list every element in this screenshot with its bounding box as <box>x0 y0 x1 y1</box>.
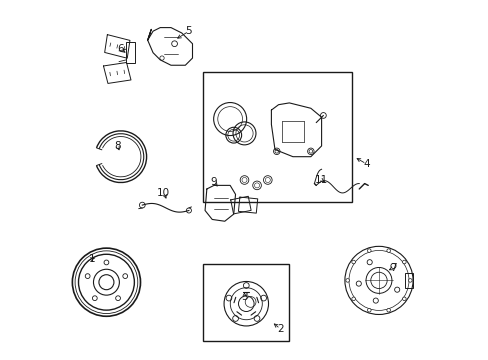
Bar <box>203 72 351 202</box>
Text: 5: 5 <box>185 26 192 36</box>
Text: 8: 8 <box>114 141 120 151</box>
Circle shape <box>351 297 355 301</box>
Text: 4: 4 <box>363 159 369 169</box>
Text: 9: 9 <box>210 177 217 187</box>
Text: 10: 10 <box>157 188 170 198</box>
Bar <box>126 42 135 63</box>
Circle shape <box>351 260 355 264</box>
Text: 6: 6 <box>117 44 124 54</box>
Text: 7: 7 <box>389 263 396 273</box>
Text: 3: 3 <box>241 292 247 302</box>
Circle shape <box>367 309 370 312</box>
Circle shape <box>407 279 411 282</box>
Circle shape <box>367 249 370 252</box>
Circle shape <box>402 260 406 264</box>
Circle shape <box>386 309 389 312</box>
Text: 11: 11 <box>314 175 327 185</box>
Bar <box>404 273 413 288</box>
Circle shape <box>402 297 406 301</box>
Circle shape <box>386 249 389 252</box>
Circle shape <box>345 279 349 282</box>
Text: 1: 1 <box>89 254 95 264</box>
Bar <box>203 264 289 341</box>
Text: 2: 2 <box>277 324 283 334</box>
